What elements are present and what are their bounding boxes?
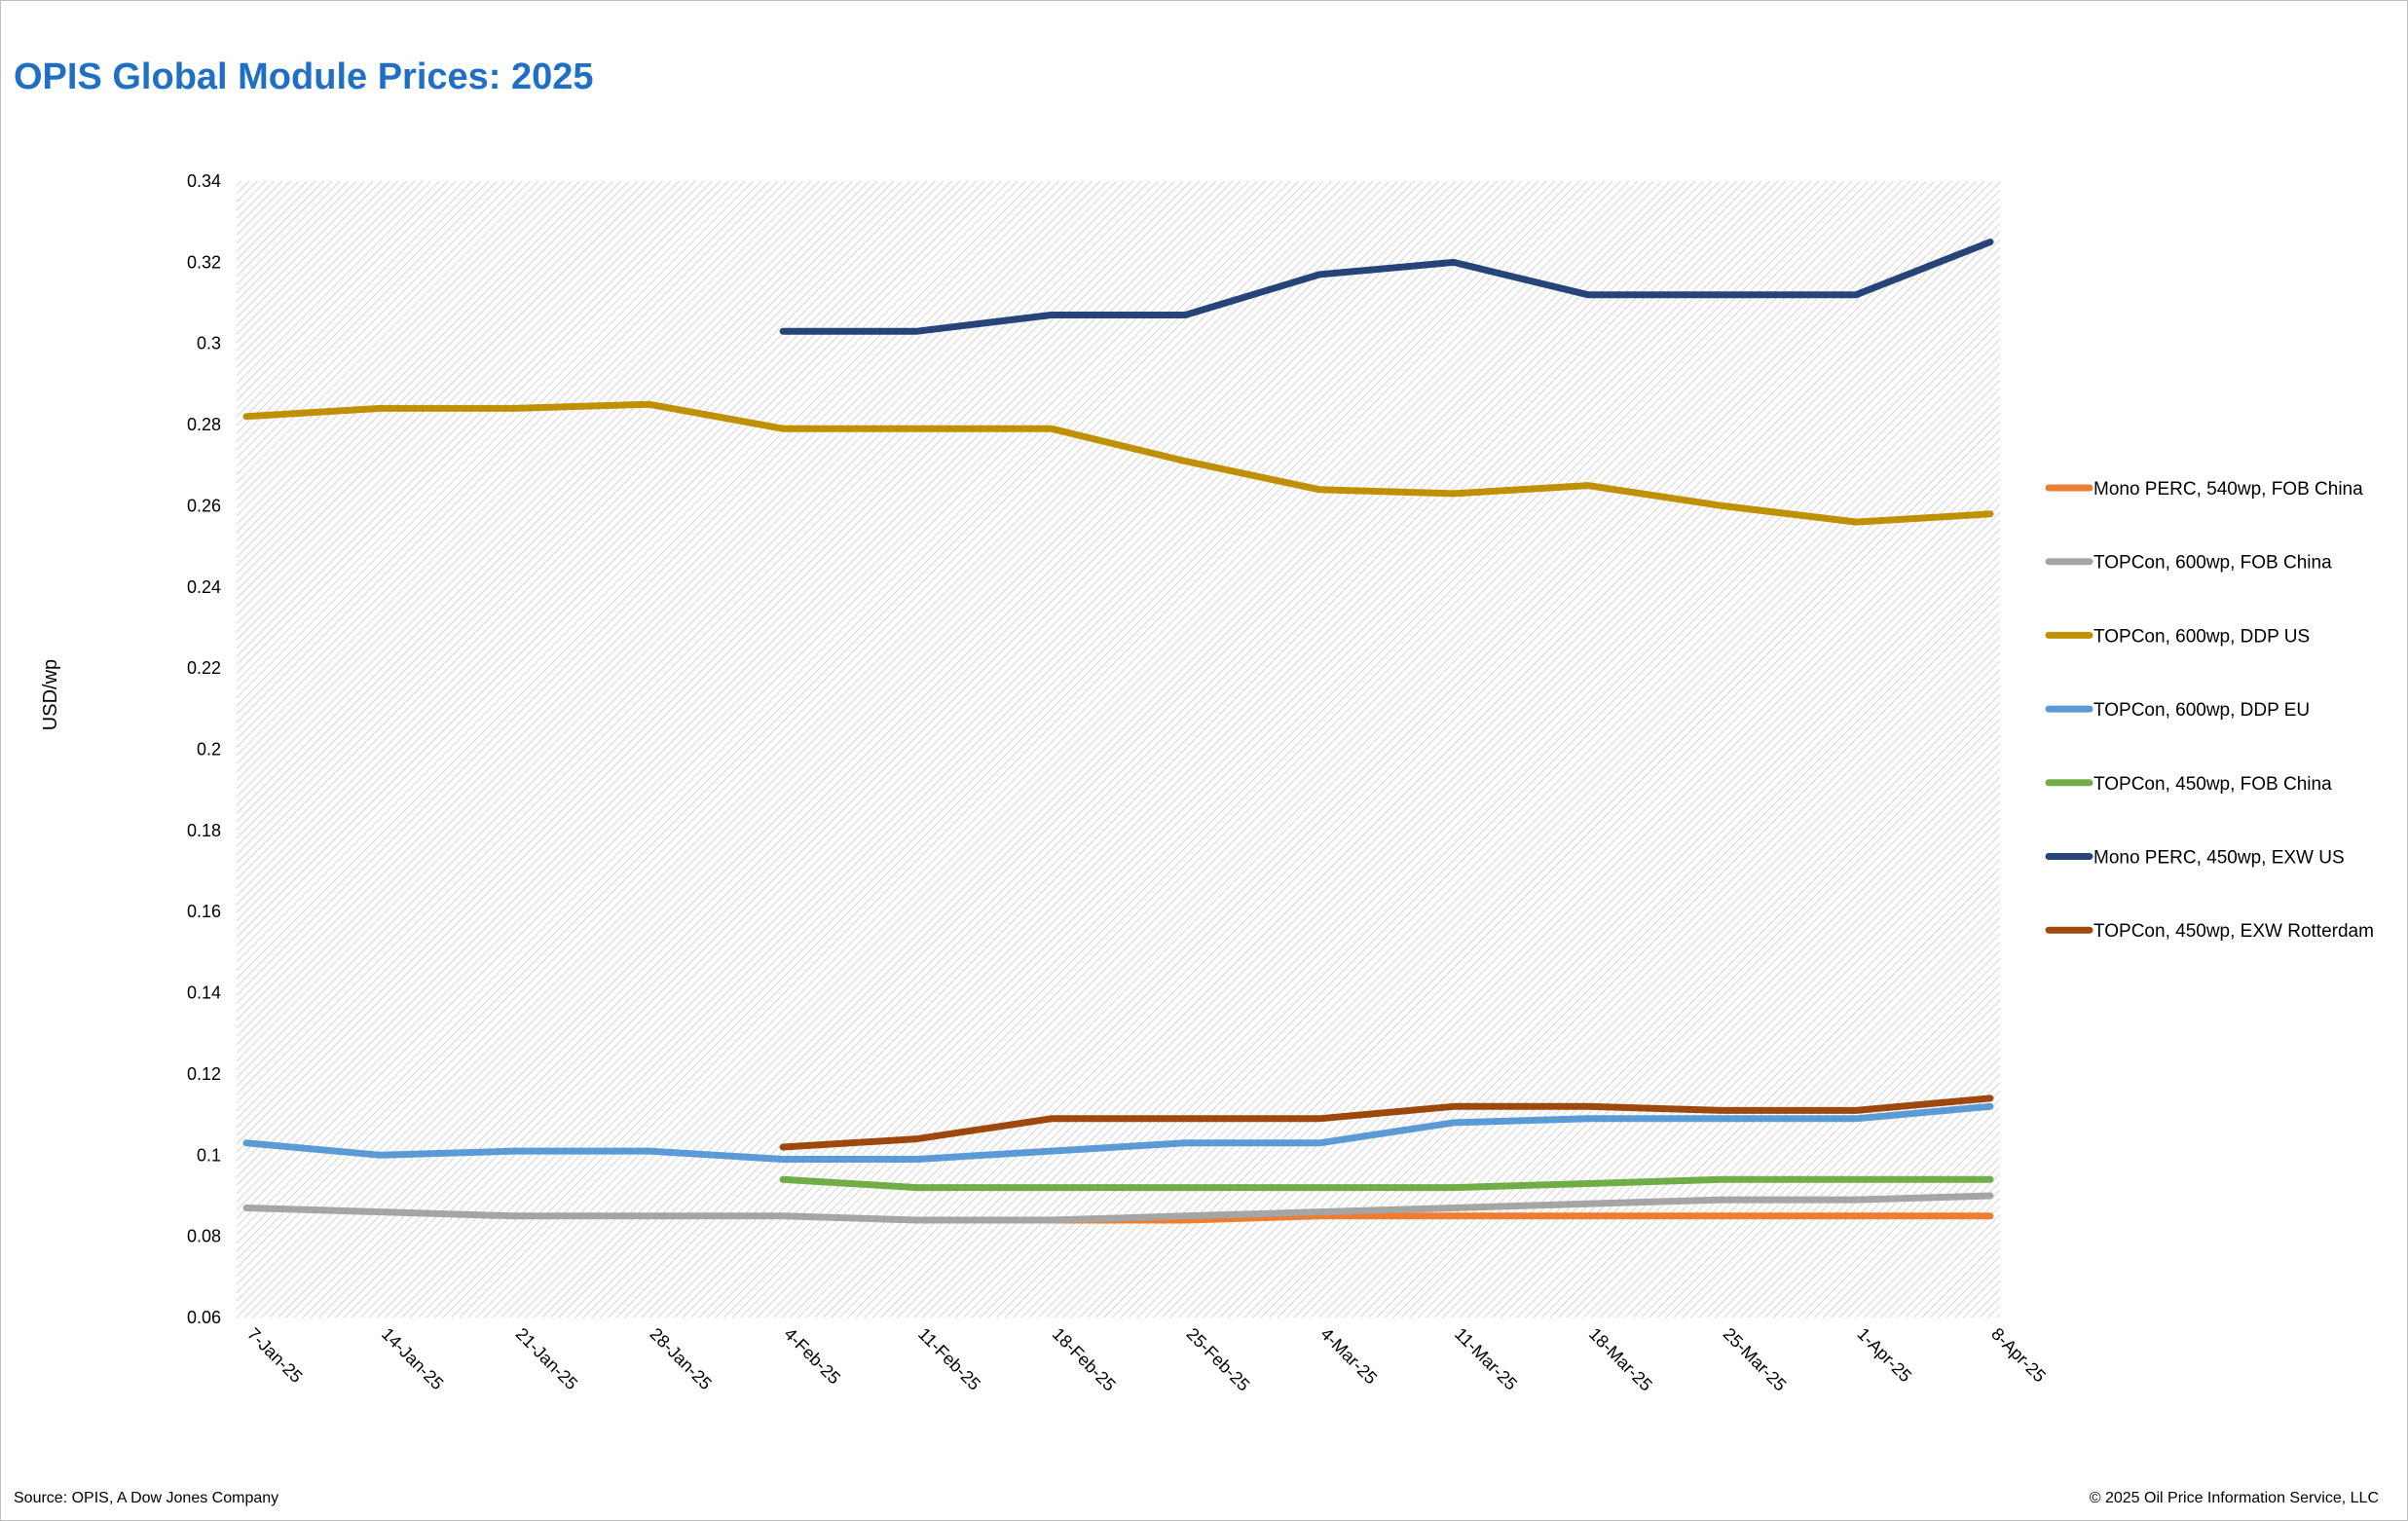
- y-tick-label: 0.28: [187, 415, 221, 434]
- y-tick-label: 0.24: [187, 577, 221, 597]
- y-tick-label: 0.3: [197, 334, 221, 353]
- copyright-note: © 2025 Oil Price Information Service, LL…: [2089, 1490, 2379, 1506]
- y-tick-label: 0.2: [197, 740, 221, 760]
- y-tick-label: 0.14: [187, 983, 221, 1003]
- x-tick-label: 4-Feb-25: [780, 1324, 844, 1389]
- x-tick-label: 7-Jan-25: [243, 1324, 306, 1387]
- x-tick-label: 14-Jan-25: [378, 1324, 447, 1393]
- series-line: [242, 400, 1994, 526]
- y-tick-label: 0.16: [187, 902, 221, 921]
- legend-label: TOPCon, 450wp, FOB China: [2093, 774, 2332, 795]
- x-tick-label: 11-Feb-25: [914, 1324, 984, 1394]
- series-line: [1048, 1212, 1994, 1224]
- x-tick-label: 1-Apr-25: [1853, 1324, 1915, 1387]
- series-line: [242, 1192, 1994, 1224]
- series-line: [242, 1102, 1994, 1163]
- x-tick-label: 28-Jan-25: [646, 1324, 715, 1393]
- series-line: [779, 1175, 1994, 1192]
- x-tick-label: 25-Feb-25: [1183, 1324, 1254, 1395]
- x-axis: 7-Jan-25 14-Jan-25 21-Jan-25 28-Jan-25 4-Feb…: [243, 1324, 2050, 1395]
- y-tick-label: 0.26: [187, 496, 221, 515]
- x-tick-label: 18-Feb-25: [1049, 1324, 1120, 1395]
- y-tick-label: 0.12: [187, 1064, 221, 1084]
- y-tick-label: 0.22: [187, 658, 221, 678]
- y-axis: 0.06 0.08 0.1 0.12 0.14 0.16 0.18 0.2 0.22 0.24 0.…: [187, 171, 221, 1327]
- series-lines: [242, 239, 1994, 1224]
- y-tick-label: 0.32: [187, 252, 221, 272]
- chart-title: OPIS Global Module Prices: 2025: [14, 56, 594, 97]
- y-tick-label: 0.18: [187, 821, 221, 840]
- y-tick-label: 0.1: [197, 1145, 221, 1165]
- legend-label: Mono PERC, 450wp, EXW US: [2093, 848, 2345, 869]
- x-tick-label: 8-Apr-25: [1987, 1324, 2050, 1387]
- legend-label: TOPCon, 600wp, DDP EU: [2093, 700, 2310, 721]
- x-tick-label: 18-Mar-25: [1585, 1324, 1656, 1395]
- y-tick-label: 0.06: [187, 1308, 221, 1327]
- source-note: Source: OPIS, A Dow Jones Company: [14, 1490, 279, 1506]
- x-tick-label: 25-Mar-25: [1720, 1324, 1791, 1395]
- y-tick-label: 0.34: [187, 171, 221, 191]
- series-line: [779, 239, 1994, 335]
- series-line: [779, 1094, 1994, 1151]
- legend-label: TOPCon, 600wp, DDP US: [2093, 626, 2310, 647]
- legend-label: TOPCon, 600wp, FOB China: [2093, 553, 2332, 574]
- y-axis-label: USD/wp: [40, 659, 61, 730]
- x-tick-label: 21-Jan-25: [512, 1324, 581, 1393]
- legend-label: Mono PERC, 540wp, FOB China: [2093, 479, 2363, 500]
- x-tick-label: 11-Mar-25: [1451, 1324, 1521, 1394]
- y-tick-label: 0.08: [187, 1227, 221, 1246]
- plot-area: [237, 181, 2000, 1317]
- x-tick-label: 4-Mar-25: [1316, 1324, 1381, 1389]
- legend: Mono PERC, 540wp, FOB China TOPCon, 600wp…: [2045, 479, 2374, 942]
- legend-label: TOPCon, 450wp, EXW Rotterdam: [2093, 921, 2374, 942]
